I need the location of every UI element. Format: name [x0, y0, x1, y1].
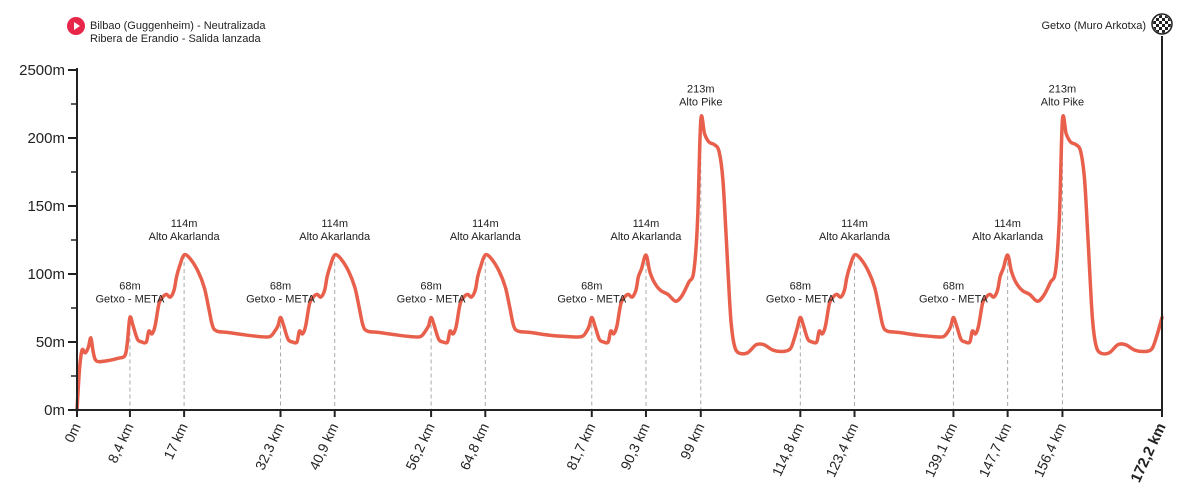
x-tick-label: 114,8 km [769, 421, 807, 479]
annotation-name: Getxo - META [557, 294, 627, 306]
annotation-name: Alto Akarlanda [972, 231, 1044, 243]
annotation-elevation: 213m [1049, 83, 1077, 95]
x-tick-label: 123,4 km [822, 421, 861, 480]
x-tick-label: 56,2 km [402, 421, 438, 473]
x-tick-label: 64,8 km [456, 421, 492, 473]
annotation-name: Getxo - META [766, 294, 836, 306]
start-line-1: Bilbao (Guggenheim) - Neutralizada [90, 20, 266, 32]
annotation-name: Getxo - META [95, 294, 165, 306]
start-header: Bilbao (Guggenheim) - Neutralizada Riber… [67, 17, 266, 45]
y-tick-label: 50m [36, 334, 65, 351]
axes [76, 36, 1163, 411]
annotation-elevation: 213m [687, 83, 715, 95]
y-tick-label: 0m [44, 402, 65, 419]
x-tick-label: 172,2 km [1127, 421, 1169, 486]
x-tick-label: 90,3 km [617, 421, 653, 473]
annotation-name: Getxo - META [397, 294, 467, 306]
annotation-name: Alto Akarlanda [149, 231, 221, 243]
annotation-name: Alto Akarlanda [450, 231, 522, 243]
annotation-elevation: 68m [943, 281, 964, 293]
annotation-elevation: 114m [841, 218, 868, 230]
x-tick-label: 8,4 km [104, 421, 136, 466]
x-tick-label: 81,7 km [563, 421, 599, 473]
y-tick-label: 100m [27, 266, 65, 283]
x-tick-label: 0m [61, 421, 84, 445]
annotation-elevation: 114m [994, 218, 1021, 230]
annotation-elevation: 114m [171, 218, 198, 230]
elevation-profile-line [75, 114, 1164, 412]
y-tick-label: 200m [27, 130, 65, 147]
annotation-elevation: 68m [581, 281, 602, 293]
annotation-name: Alto Pike [679, 96, 722, 108]
annotation-elevation: 68m [270, 281, 291, 293]
finish-header: Getxo (Muro Arkotxa) [1041, 13, 1173, 35]
y-ticks: 0m 50m 100m 150m 200m 2500m [19, 62, 77, 419]
annotation-elevation: 68m [119, 281, 140, 293]
annotation-elevation: 114m [321, 218, 348, 230]
x-tick-label: 139,1 km [921, 421, 960, 480]
annotation-name: Getxo - META [246, 294, 316, 306]
x-tick-label: 40,9 km [306, 421, 342, 473]
x-ticks: 0m 8,4 km 17 km 32,3 km 40,9 km 56,2 km 64,8 k… [61, 410, 1170, 485]
x-tick-label: 147,7 km [976, 421, 1015, 480]
annotation-name: Alto Pike [1041, 96, 1084, 108]
x-tick-label: 32,3 km [252, 421, 288, 473]
annotation-name: Alto Akarlanda [610, 231, 682, 243]
annotation-elevation: 68m [420, 281, 441, 293]
annotation-name: Alto Akarlanda [819, 231, 891, 243]
start-line-2: Ribera de Erandio - Salida lanzada [90, 33, 261, 45]
start-marker-icon [67, 17, 85, 35]
annotation-name: Getxo - META [919, 294, 989, 306]
finish-label: Getxo (Muro Arkotxa) [1041, 20, 1146, 32]
x-tick-label: 156,4 km [1030, 421, 1069, 480]
annotation-elevation: 114m [633, 218, 660, 230]
annotation-name: Alto Akarlanda [299, 231, 371, 243]
y-tick-label: 2500m [19, 62, 65, 79]
peak-guide-lines [129, 120, 1063, 410]
x-tick-label: 99 km [677, 421, 708, 462]
x-tick-label: 17 km [160, 421, 191, 462]
annotation-elevation: 68m [790, 281, 811, 293]
checkered-flag-icon [1151, 13, 1173, 35]
y-tick-label: 150m [27, 198, 65, 215]
annotation-elevation: 114m [472, 218, 499, 230]
